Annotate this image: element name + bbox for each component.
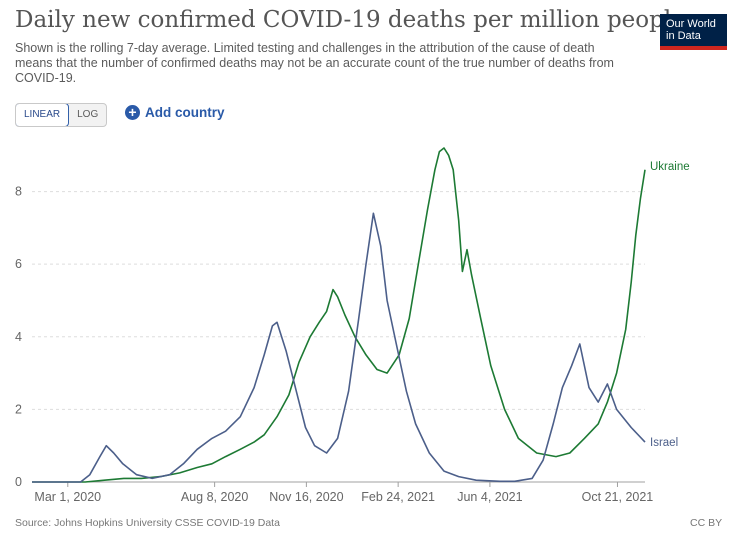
linear-scale-button[interactable]: LINEAR bbox=[16, 104, 70, 126]
x-tick-label: Feb 24, 2021 bbox=[361, 490, 435, 504]
logo-line-1: Our World bbox=[666, 18, 716, 30]
x-tick-label: Jun 4, 2021 bbox=[457, 490, 522, 504]
log-scale-button[interactable]: LOG bbox=[77, 109, 99, 120]
chart-subtitle: Shown is the rolling 7-day average. Limi… bbox=[15, 41, 614, 85]
owid-logo[interactable]: Our World in Data bbox=[660, 14, 727, 50]
axis-layer: 0 2 4 6 8 Mar 1, 2020 Aug 8, 2020 Nov 16, 2020 F… bbox=[15, 185, 653, 504]
x-tick-label: Oct 21, 2021 bbox=[582, 490, 654, 504]
scale-toggle: LINEAR LOG bbox=[15, 103, 108, 127]
x-tick-label: Nov 16, 2020 bbox=[269, 490, 343, 504]
series-layer: Ukraine Israel bbox=[32, 147, 690, 483]
y-tick-label: 2 bbox=[15, 402, 22, 416]
grid-layer bbox=[32, 191, 645, 410]
license-label[interactable]: CC BY bbox=[690, 517, 723, 529]
logo-line-2: in Data bbox=[666, 30, 701, 42]
plus-circle-icon: + bbox=[125, 105, 140, 120]
y-tick-label: 8 bbox=[15, 185, 22, 199]
x-tick-label: Aug 8, 2020 bbox=[181, 490, 248, 504]
x-tick-label: Mar 1, 2020 bbox=[34, 490, 101, 504]
y-tick-label: 6 bbox=[15, 257, 22, 271]
add-country-button[interactable]: + Add country bbox=[125, 105, 225, 120]
y-tick-label: 4 bbox=[15, 330, 22, 344]
ukraine-series-line bbox=[32, 147, 646, 483]
add-country-label: Add country bbox=[145, 105, 225, 120]
israel-series-line bbox=[32, 212, 646, 483]
israel-series-label: Israel bbox=[650, 437, 678, 449]
ukraine-series-label: Ukraine bbox=[650, 161, 690, 173]
source-note[interactable]: Source: Johns Hopkins University CSSE CO… bbox=[15, 517, 280, 529]
y-tick-label: 0 bbox=[15, 475, 22, 489]
chart-title: Daily new confirmed COVID-19 deaths per … bbox=[15, 7, 685, 33]
